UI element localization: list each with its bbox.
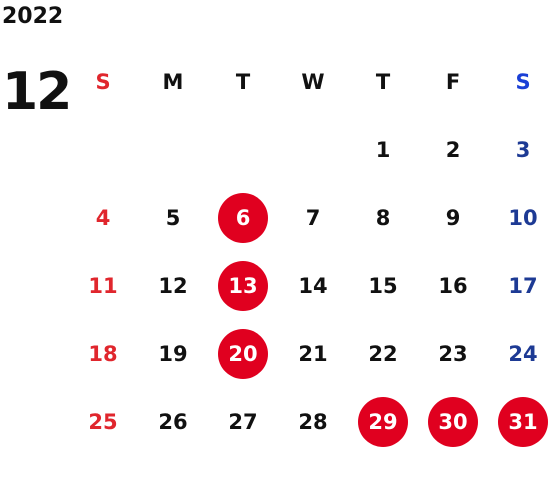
day-cell[interactable]: 3: [488, 116, 548, 184]
month-number: 12: [2, 62, 72, 122]
weekday-friday: F: [445, 70, 461, 94]
day-cell[interactable]: 1: [348, 116, 418, 184]
day-cell[interactable]: 12: [138, 252, 208, 320]
day-cell[interactable]: 11: [68, 252, 138, 320]
day-cell[interactable]: 27: [208, 388, 278, 456]
day-number: 24: [508, 342, 538, 366]
day-number: 8: [375, 206, 391, 230]
day-number: 4: [95, 206, 111, 230]
day-number: 15: [368, 274, 398, 298]
day-cell[interactable]: 24: [488, 320, 548, 388]
day-number: 3: [515, 138, 531, 162]
day-number: 10: [508, 206, 538, 230]
day-number: 28: [298, 410, 328, 434]
day-number: 27: [228, 410, 258, 434]
day-number: 19: [158, 342, 188, 366]
day-cell[interactable]: 23: [418, 320, 488, 388]
day-number: 25: [88, 410, 118, 434]
day-cell[interactable]: 18: [68, 320, 138, 388]
weekday-saturday: S: [515, 70, 531, 94]
day-cell[interactable]: 22: [348, 320, 418, 388]
day-number: 2: [445, 138, 461, 162]
day-cell[interactable]: 21: [278, 320, 348, 388]
day-cell[interactable]: 17: [488, 252, 548, 320]
day-cell[interactable]: 7: [278, 184, 348, 252]
highlighted-day-number: 20: [218, 329, 268, 379]
day-cell[interactable]: 15: [348, 252, 418, 320]
day-cell[interactable]: 4: [68, 184, 138, 252]
day-cell[interactable]: 6: [208, 184, 278, 252]
day-number: 21: [298, 342, 328, 366]
day-cell[interactable]: 30: [418, 388, 488, 456]
highlighted-day-number: 29: [358, 397, 408, 447]
day-cell[interactable]: 19: [138, 320, 208, 388]
day-cell[interactable]: 20: [208, 320, 278, 388]
day-number: 18: [88, 342, 118, 366]
weekday-thursday: T: [375, 70, 391, 94]
day-cell[interactable]: 31: [488, 388, 548, 456]
day-number: 5: [165, 206, 181, 230]
day-cell[interactable]: 10: [488, 184, 548, 252]
day-number: 23: [438, 342, 468, 366]
highlighted-day-number: 31: [498, 397, 548, 447]
day-number: 22: [368, 342, 398, 366]
day-number: 16: [438, 274, 468, 298]
day-cell[interactable]: 25: [68, 388, 138, 456]
highlighted-day-number: 30: [428, 397, 478, 447]
day-number: 9: [445, 206, 461, 230]
day-number: 17: [508, 274, 538, 298]
day-cell[interactable]: 13: [208, 252, 278, 320]
day-cell[interactable]: 5: [138, 184, 208, 252]
day-number: 1: [375, 138, 391, 162]
day-cell[interactable]: 8: [348, 184, 418, 252]
day-number: 26: [158, 410, 188, 434]
weekday-tuesday: T: [235, 70, 251, 94]
highlighted-day-number: 13: [218, 261, 268, 311]
day-cell[interactable]: 26: [138, 388, 208, 456]
day-number: 7: [305, 206, 321, 230]
day-number: 14: [298, 274, 328, 298]
day-cell[interactable]: 16: [418, 252, 488, 320]
day-number: 12: [158, 274, 188, 298]
day-cell[interactable]: 2: [418, 116, 488, 184]
highlighted-day-number: 6: [218, 193, 268, 243]
day-cell[interactable]: 28: [278, 388, 348, 456]
weekday-wednesday: W: [301, 70, 325, 94]
year-label: 2022: [2, 4, 64, 29]
weekday-monday: M: [162, 70, 184, 94]
weekday-sunday: S: [95, 70, 111, 94]
day-cell[interactable]: 14: [278, 252, 348, 320]
day-cell[interactable]: 9: [418, 184, 488, 252]
day-number: 11: [88, 274, 118, 298]
day-cell[interactable]: 29: [348, 388, 418, 456]
